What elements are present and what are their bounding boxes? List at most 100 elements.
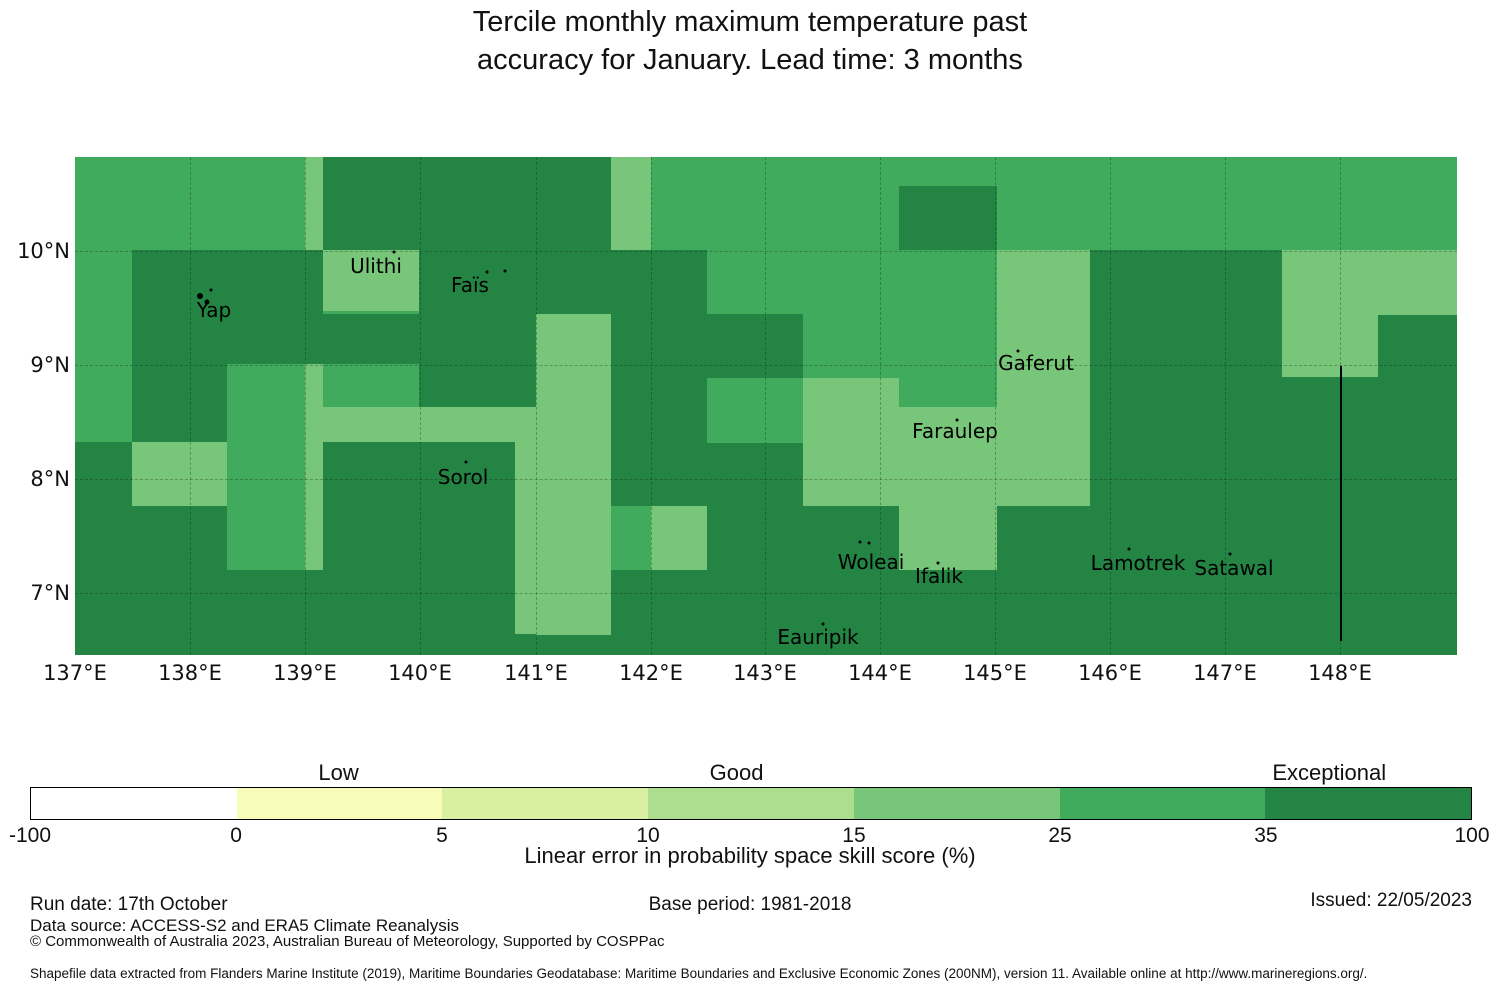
map-cell-35-100 [536, 635, 611, 655]
island-label-yap: Yap [196, 298, 232, 322]
y-tick-label: 9°N [30, 353, 70, 377]
colorbar-bin [236, 788, 443, 819]
x-tick-label: 137°E [43, 661, 107, 685]
map-cell-35-100 [707, 506, 899, 570]
x-tick-label: 140°E [388, 661, 452, 685]
map-cell-15-25 [651, 506, 707, 570]
colorbar-tick-label: 10 [636, 824, 660, 847]
chart-title-line2: accuracy for January. Lead time: 3 month… [477, 44, 1023, 76]
colorbar-tick-label: 25 [1048, 824, 1072, 847]
map-cell-35-100 [611, 364, 707, 506]
x-tick-label: 144°E [848, 661, 912, 685]
map-cell-35-100 [707, 443, 803, 506]
copyright-text: © Commonwealth of Australia 2023, Austra… [30, 933, 665, 950]
colorbar-bin [648, 788, 854, 819]
graticule-line [536, 157, 537, 655]
map-cell-35-100 [132, 250, 323, 364]
map-cell-35-100 [323, 157, 611, 250]
map-cell-15-25 [323, 407, 536, 442]
colorbar-axis-label: Linear error in probability space skill … [524, 843, 976, 868]
map-cell-35-100 [227, 570, 536, 655]
island-marker-sorol [464, 460, 468, 464]
island-label-gaferut: Gaferut [998, 351, 1074, 375]
issued-date-text: Issued: 22/05/2023 [1310, 890, 1472, 911]
island-label-lamotrek: Lamotrek [1090, 551, 1186, 575]
chart-title: Tercile monthly maximum temperature past… [0, 3, 1500, 79]
island-label-sorol: Sorol [437, 465, 489, 489]
map-cell-15-25 [803, 378, 899, 506]
colorbar-category-label: Low [318, 760, 359, 785]
map-cell-35-100 [707, 314, 803, 378]
island-label-faïs: Faïs [451, 273, 489, 297]
colorbar-tick-label: 15 [842, 824, 866, 847]
colorbar-tick-label: -100 [8, 824, 52, 847]
eez-boundary-line [1340, 366, 1342, 641]
graticule-line [190, 157, 191, 655]
colorbar-tick-label: 100 [1454, 824, 1490, 847]
map-cell-15-25 [1282, 250, 1378, 377]
map-plot-area: Ulithi Faïs Yap Gaferut Faraulep Sorol Woleai I… [75, 157, 1457, 655]
chart-title-line1: Tercile monthly maximum temperature past [472, 6, 1028, 38]
graticule-line [75, 251, 1457, 252]
x-tick-label: 146°E [1078, 661, 1142, 685]
x-tick-label: 148°E [1308, 661, 1372, 685]
island-marker-satawal [1228, 552, 1232, 556]
map-cell-35-100 [323, 314, 707, 364]
island-marker-gaferut [1016, 349, 1020, 353]
graticule-line [75, 479, 1457, 480]
graticule-line [305, 157, 306, 655]
map-cell-15-25 [611, 157, 651, 250]
island-marker-ifalik [936, 561, 940, 565]
island-marker-yap [209, 288, 213, 292]
island-label-ifalik: Ifalik [915, 564, 963, 588]
map-cell-15-25 [132, 442, 227, 506]
shapefile-credit-text: Shapefile data extracted from Flanders M… [30, 966, 1368, 981]
run-date-text: Run date: 17th October [30, 894, 228, 915]
x-tick-label: 141°E [504, 661, 568, 685]
map-cell-35-100 [1090, 250, 1457, 655]
colorbar-bin [1059, 788, 1266, 819]
colorbar-category-label: Good [709, 760, 764, 785]
map-cell-35-100 [997, 506, 1090, 655]
y-tick-label: 10°N [17, 239, 70, 263]
map-cell-15-25 [997, 250, 1090, 506]
graticule-line [420, 157, 421, 655]
data-source-text: Data source: ACCESS-S2 and ERA5 Climate … [30, 916, 459, 935]
colorbar-tick-label: 5 [436, 824, 448, 847]
x-tick-label: 143°E [733, 661, 797, 685]
island-marker-faïs [485, 270, 489, 274]
y-tick-label: 8°N [30, 467, 70, 491]
map-cell-35-100 [132, 506, 227, 655]
island-marker-eauripik [821, 622, 825, 626]
island-marker-faïs [503, 269, 507, 273]
x-tick-label: 145°E [963, 661, 1027, 685]
colorbar-bin [853, 788, 1060, 819]
island-label-eauripik: Eauripik [777, 625, 859, 649]
y-tick-label: 7°N [30, 581, 70, 605]
island-label-satawal: Satawal [1194, 556, 1274, 580]
x-tick-label: 139°E [273, 661, 337, 685]
colorbar-bin [442, 788, 649, 819]
map-cell-35-100 [419, 364, 536, 407]
graticule-line [75, 365, 1457, 366]
map-cell-15-25 [536, 314, 611, 635]
island-marker-ulithi [392, 250, 396, 254]
graticule-line [75, 593, 1457, 594]
island-label-faraulep: Faraulep [912, 419, 998, 443]
map-cell-35-100 [132, 364, 227, 442]
graticule-line [1110, 157, 1111, 655]
map-cell-35-100 [419, 250, 707, 314]
island-label-ulithi: Ulithi [350, 254, 402, 278]
colorbar-tick-label: 35 [1254, 824, 1278, 847]
map-cell-35-100 [899, 186, 997, 250]
colorbar-category-label: Exceptional [1272, 760, 1387, 785]
graticule-line [765, 157, 766, 655]
x-tick-label: 142°E [619, 661, 683, 685]
x-tick-label: 138°E [158, 661, 222, 685]
map-cell-15-25 [899, 407, 997, 570]
graticule-line [651, 157, 652, 655]
island-marker-woleai [858, 540, 862, 544]
graticule-line [880, 157, 881, 655]
graticule-line [1225, 157, 1226, 655]
island-label-woleai: Woleai [837, 550, 905, 574]
